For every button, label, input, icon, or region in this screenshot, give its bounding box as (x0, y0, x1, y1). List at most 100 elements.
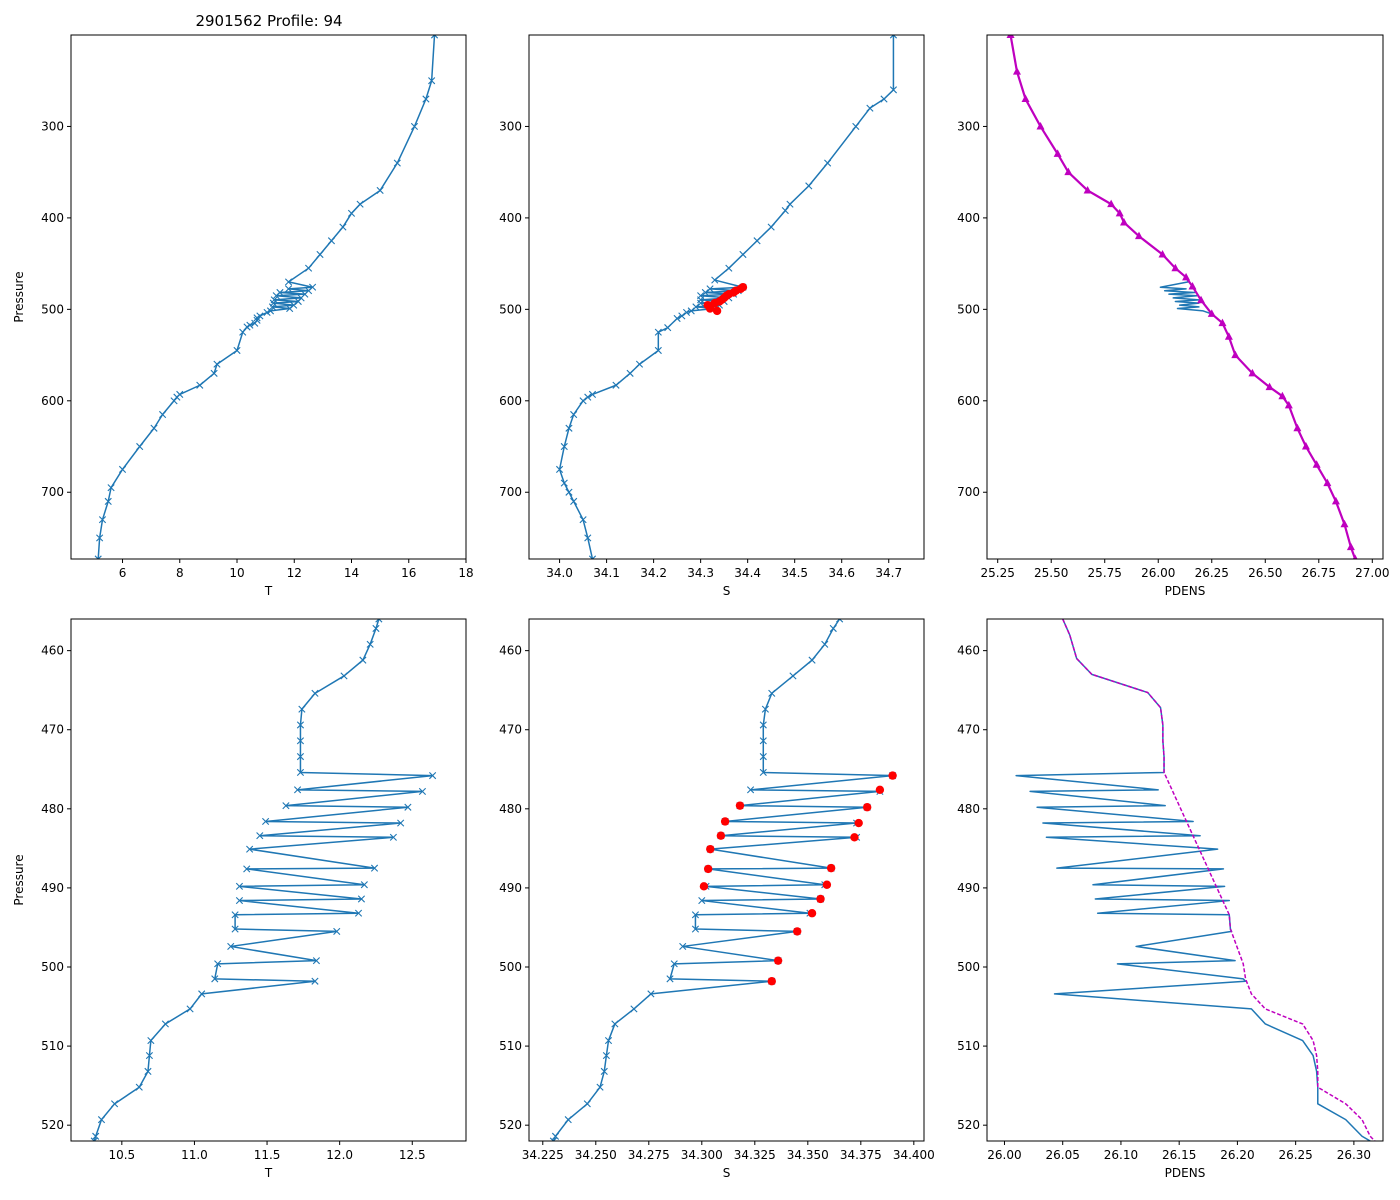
data-point-marker (210, 369, 218, 377)
density-point-marker (1107, 199, 1116, 208)
data-point-marker (551, 1132, 560, 1140)
data-point-marker (866, 104, 874, 112)
data-point-marker (739, 250, 747, 259)
plot-frame (986, 34, 1384, 560)
data-point-marker (286, 304, 294, 313)
y-tick-label: 500 (957, 302, 980, 316)
y-tick-label: 520 (957, 1118, 980, 1132)
x-tick-label: 34.300 (681, 1148, 723, 1162)
series-line-T (93, 619, 434, 1141)
data-point-marker (296, 768, 305, 777)
y-tick-label: 460 (957, 644, 980, 658)
data-point-marker (570, 410, 578, 419)
x-tick-label: 27.00 (1355, 566, 1389, 580)
density-point-marker (1171, 263, 1180, 272)
y-tick-label: 700 (957, 485, 980, 499)
data-point-marker (880, 95, 888, 103)
data-point-marker (339, 223, 347, 231)
figure-title: 2901562 Profile: 94 (195, 12, 342, 30)
x-tick-label: 25.25 (981, 566, 1015, 580)
data-point-marker (159, 410, 167, 419)
x-tick-label: 26.25 (1195, 566, 1229, 580)
y-tick-label: 300 (957, 119, 980, 133)
data-point-marker (560, 442, 568, 451)
data-point-marker (356, 200, 364, 208)
density-point-marker (1083, 185, 1092, 194)
y-tick-label: 500 (41, 960, 64, 974)
x-tick-label: 26.50 (1248, 566, 1282, 580)
data-point-marker (370, 864, 379, 872)
data-point-marker (711, 276, 719, 284)
data-point-marker (272, 292, 280, 300)
data-point-marker (256, 832, 264, 840)
data-point-marker (186, 1005, 194, 1013)
data-point-marker (584, 534, 592, 542)
data-point-marker (359, 656, 367, 664)
x-tick-label: 34.6 (828, 566, 855, 580)
data-point-marker (691, 925, 700, 933)
flagged-point (807, 909, 817, 918)
data-point-marker (767, 223, 775, 231)
data-point-marker (430, 35, 439, 39)
data-point-marker (107, 484, 115, 492)
data-point-marker (360, 881, 368, 889)
x-tick-label: 14 (344, 566, 359, 580)
data-point-marker (673, 314, 681, 323)
y-tick-label: 480 (957, 802, 980, 816)
data-point-marker (759, 753, 767, 761)
data-point-marker (284, 285, 293, 293)
x-axis-label: PDENS (1165, 1166, 1206, 1180)
data-point-marker (789, 672, 797, 680)
data-point-marker (759, 737, 767, 745)
density-point-marker (1115, 208, 1124, 217)
density-point-marker (1346, 542, 1355, 551)
data-point-marker (604, 1036, 613, 1045)
y-tick-label: 520 (41, 1118, 64, 1132)
data-point-marker (393, 159, 401, 167)
data-point-marker (410, 122, 419, 131)
y-tick-label: 470 (957, 723, 980, 737)
density-line (1062, 619, 1376, 1141)
y-tick-label: 470 (499, 723, 522, 737)
y-tick-label: 480 (41, 802, 64, 816)
data-point-marker (852, 122, 860, 131)
density-point-marker (1323, 478, 1332, 487)
x-tick-label: 10 (229, 566, 244, 580)
data-point-marker (647, 990, 655, 998)
data-point-marker (104, 497, 112, 505)
data-point-marker (706, 285, 714, 293)
data-point-marker (227, 942, 235, 951)
data-point-marker (829, 624, 837, 633)
data-point-marker (196, 381, 204, 389)
data-point-marker (697, 296, 705, 304)
y-tick-label: 460 (499, 644, 522, 658)
y-tick-label: 500 (499, 302, 522, 316)
plot-frame (70, 618, 467, 1142)
x-tick-label: 25.50 (1034, 566, 1068, 580)
data-point-marker (327, 237, 336, 245)
data-point-marker (263, 308, 271, 317)
data-point-marker (555, 465, 564, 473)
y-tick-label: 510 (957, 1039, 980, 1053)
x-tick-label: 34.225 (522, 1148, 564, 1162)
density-point-marker (1207, 309, 1216, 317)
density-point-marker (1119, 217, 1128, 226)
y-tick-label: 600 (41, 394, 64, 408)
data-point-marker (357, 895, 366, 903)
data-point-marker (294, 297, 302, 306)
density-point-marker (1197, 295, 1206, 304)
data-point-marker (768, 689, 776, 697)
plot-area (1015, 619, 1376, 1141)
data-point-marker (98, 516, 107, 524)
density-point-marker (1248, 368, 1257, 377)
chart-PDENS-zoom: 26.00 26.05 26.10 26.15 26.20 26.25 26.30 460 47… (957, 618, 1384, 1180)
x-tick-label: 16 (401, 566, 416, 580)
chart-T-full: 6 8 10 12 14 16 18 300 400 500 600 700 T Pressure (12, 34, 474, 598)
flagged-point (816, 894, 825, 904)
x-tick-label: 26.05 (1046, 1148, 1080, 1162)
density-point-marker (1218, 318, 1227, 327)
data-point-marker (611, 1020, 619, 1028)
data-point-marker (422, 95, 430, 103)
data-point-marker (312, 957, 321, 965)
density-point-marker (1053, 149, 1062, 157)
